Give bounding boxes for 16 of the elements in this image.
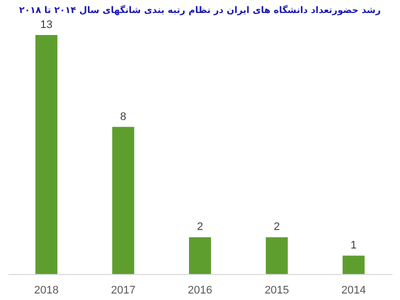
chart-title: رشد حضورتعداد دانشگاه های ایران در نظام رتبه بندی شانگهای سال ۲۰۱۴ تا ۲۰۱۸ [19, 4, 381, 16]
bar [189, 237, 211, 274]
x-tick-label: 2015 [264, 284, 290, 296]
x-tick-label: 2014 [341, 284, 366, 296]
bar [35, 35, 58, 274]
data-label: 1 [350, 240, 357, 252]
x-tick-label: 2018 [34, 284, 59, 296]
data-label: 8 [120, 110, 126, 123]
x-tick-label: 2016 [188, 284, 212, 296]
bar [112, 126, 134, 274]
data-label: 2 [274, 221, 280, 234]
data-label: 2 [196, 221, 204, 234]
bar [342, 256, 365, 274]
bar [266, 237, 288, 274]
data-label: 13 [40, 19, 53, 31]
x-tick-label: 2017 [110, 284, 136, 296]
